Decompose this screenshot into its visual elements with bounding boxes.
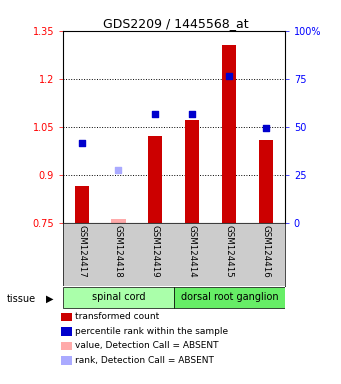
Text: GSM124414: GSM124414 — [188, 225, 197, 277]
Text: GDS2209 / 1445568_at: GDS2209 / 1445568_at — [103, 17, 249, 30]
Text: ▶: ▶ — [46, 294, 54, 304]
Point — [153, 111, 158, 117]
Bar — [112, 219, 125, 223]
Text: tissue: tissue — [7, 294, 36, 304]
Text: GSM124417: GSM124417 — [77, 225, 86, 277]
Text: transformed count: transformed count — [75, 312, 159, 321]
Point — [226, 73, 232, 79]
Bar — [148, 136, 162, 223]
Point — [116, 167, 121, 173]
Text: value, Detection Call = ABSENT: value, Detection Call = ABSENT — [75, 341, 219, 351]
Text: percentile rank within the sample: percentile rank within the sample — [75, 327, 228, 336]
Text: GSM124416: GSM124416 — [262, 225, 271, 277]
Bar — [63, 287, 174, 308]
Bar — [75, 186, 89, 223]
Bar — [222, 45, 236, 223]
Text: GSM124418: GSM124418 — [114, 225, 123, 277]
Text: GSM124415: GSM124415 — [225, 225, 234, 277]
Point — [190, 111, 195, 117]
Text: rank, Detection Call = ABSENT: rank, Detection Call = ABSENT — [75, 356, 214, 365]
Bar — [259, 139, 273, 223]
Text: spinal cord: spinal cord — [92, 292, 145, 302]
Text: GSM124419: GSM124419 — [151, 225, 160, 277]
Bar — [186, 120, 199, 223]
Text: dorsal root ganglion: dorsal root ganglion — [180, 292, 278, 302]
Point — [79, 140, 84, 146]
Bar — [174, 287, 285, 308]
Point — [264, 125, 269, 131]
